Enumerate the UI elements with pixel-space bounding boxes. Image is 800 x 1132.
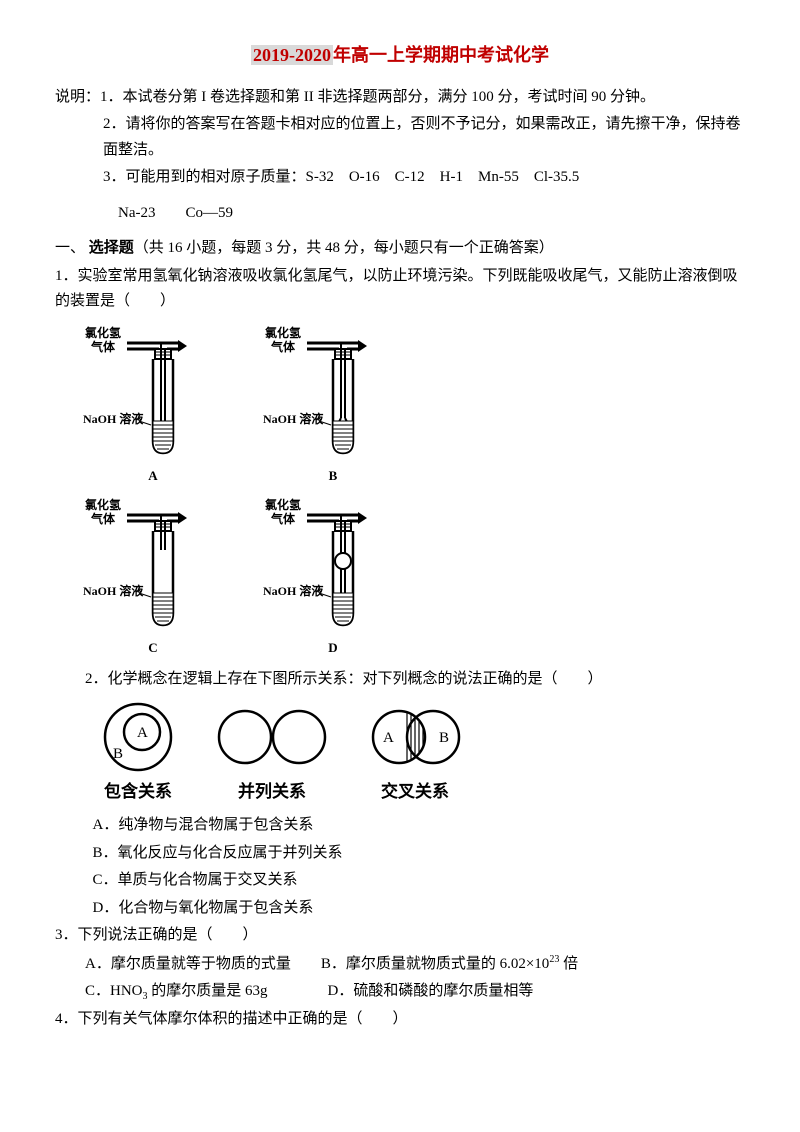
q3-option-c-pre: C．HNO: [85, 983, 143, 999]
intro-line-1: 说明：1．本试卷分第 I 卷选择题和第 II 非选择题两部分，满分 100 分，…: [55, 85, 745, 111]
venn-row: A B 包含关系 并列关系 A: [95, 700, 745, 807]
q3-option-b-post: 倍: [559, 956, 578, 972]
caption-a: A: [148, 465, 157, 487]
q3-option-b-pre: B．摩尔质量就物质式量的 6.02×10: [321, 956, 549, 972]
diagram-row-2: 氯化氢 气体 NaOH 溶液 C: [83, 495, 745, 659]
venn-parallel-svg: [215, 700, 329, 774]
naoh-label: NaOH 溶液: [263, 411, 323, 426]
section-num: 一、: [55, 240, 85, 256]
venn-contain-svg: A B: [95, 700, 181, 774]
question-1: 1．实验室常用氢氧化钠溶液吸收氯化氢尾气，以防止环境污染。下列既能吸收尾气，又能…: [55, 264, 745, 315]
caption-d: D: [328, 637, 337, 659]
question-2: 2．化学概念在逻辑上存在下图所示关系：对下列概念的说法正确的是（ ）: [55, 667, 745, 693]
gas-label: 氯化氢: [265, 497, 301, 512]
venn-a: A: [137, 725, 148, 741]
title-rest: 年高一上学期期中考试化学: [333, 45, 549, 65]
venn-b: B: [113, 746, 123, 762]
section-desc: （共 16 小题，每题 3 分，共 48 分，每小题只有一个正确答案）: [134, 240, 554, 256]
q2-option-c: C．单质与化合物属于交叉关系: [93, 868, 746, 894]
diagram-row-1: 氯化氢 气体 NaOH 溶液: [83, 323, 745, 487]
q3-row-1: A．摩尔质量就等于物质的式量 B．摩尔质量就物质式量的 6.02×1023 倍: [85, 951, 745, 978]
q3-option-b-sup: 23: [549, 954, 559, 965]
title-year: 2019-2020: [251, 45, 333, 65]
question-3: 3．下列说法正确的是（ ）: [55, 923, 745, 949]
page-title: 2019-2020年高一上学期期中考试化学: [55, 40, 745, 71]
tube-c-svg: 氯化氢 气体 NaOH 溶液: [83, 495, 223, 635]
venn-label-1: 包含关系: [104, 778, 172, 807]
gas-label-2: 气体: [270, 339, 296, 354]
intro-line-2: 2．请将你的答案写在答题卡相对应的位置上，否则不予记分，如果需改正，请先擦干净，…: [55, 112, 745, 163]
gas-label: 氯化氢: [85, 325, 121, 340]
q3-row-2: C．HNO3 的摩尔质量是 63g D．硫酸和磷酸的摩尔质量相等: [85, 979, 745, 1005]
caption-b: B: [329, 465, 338, 487]
tube-a: 氯化氢 气体 NaOH 溶液: [83, 323, 223, 487]
q2-option-d: D．化合物与氧化物属于包含关系: [93, 896, 746, 922]
venn-parallel: 并列关系: [215, 700, 329, 807]
tube-b-svg: 氯化氢 气体 NaOH 溶液: [263, 323, 403, 463]
tube-b: 氯化氢 气体 NaOH 溶液: [263, 323, 403, 487]
gas-label: 氯化氢: [85, 497, 121, 512]
q3-option-d: D．硫酸和磷酸的摩尔质量相等: [328, 983, 534, 999]
tube-a-svg: 氯化氢 气体 NaOH 溶液: [83, 323, 223, 463]
q2-option-b: B．氧化反应与化合反应属于并列关系: [93, 841, 746, 867]
naoh-label: NaOH 溶液: [263, 583, 323, 598]
gas-label-2: 气体: [90, 511, 116, 526]
venn-a2: A: [383, 730, 394, 746]
gas-label: 氯化氢: [265, 325, 301, 340]
gas-label-2: 气体: [90, 339, 116, 354]
section-label: 选择题: [89, 240, 134, 256]
tube-c: 氯化氢 气体 NaOH 溶液 C: [83, 495, 223, 659]
naoh-label: NaOH 溶液: [83, 411, 143, 426]
section-1-heading: 一、 选择题（共 16 小题，每题 3 分，共 48 分，每小题只有一个正确答案…: [55, 236, 745, 262]
naoh-label: NaOH 溶液: [83, 583, 143, 598]
question-4: 4．下列有关气体摩尔体积的描述中正确的是（ ）: [55, 1007, 745, 1033]
intro-line-3: 3．可能用到的相对原子质量：S-32 O-16 C-12 H-1 Mn-55 C…: [55, 165, 745, 191]
venn-cross-svg: A B: [363, 700, 467, 774]
gas-label-2: 气体: [270, 511, 296, 526]
venn-contain: A B 包含关系: [95, 700, 181, 807]
q3-option-a: A．摩尔质量就等于物质的式量: [85, 956, 291, 972]
q2-option-a: A．纯净物与混合物属于包含关系: [93, 813, 746, 839]
intro-line-3b: Na-23 Co—59: [55, 201, 745, 227]
tube-d-svg: 氯化氢 气体 NaOH 溶液: [263, 495, 403, 635]
q3-option-c-post: 的摩尔质量是 63g: [148, 983, 268, 999]
venn-label-2: 并列关系: [238, 778, 306, 807]
venn-label-3: 交叉关系: [381, 778, 449, 807]
tube-d: 氯化氢 气体 NaOH 溶液: [263, 495, 403, 659]
venn-b2: B: [439, 730, 449, 746]
caption-c: C: [148, 637, 157, 659]
venn-cross: A B 交叉关系: [363, 700, 467, 807]
